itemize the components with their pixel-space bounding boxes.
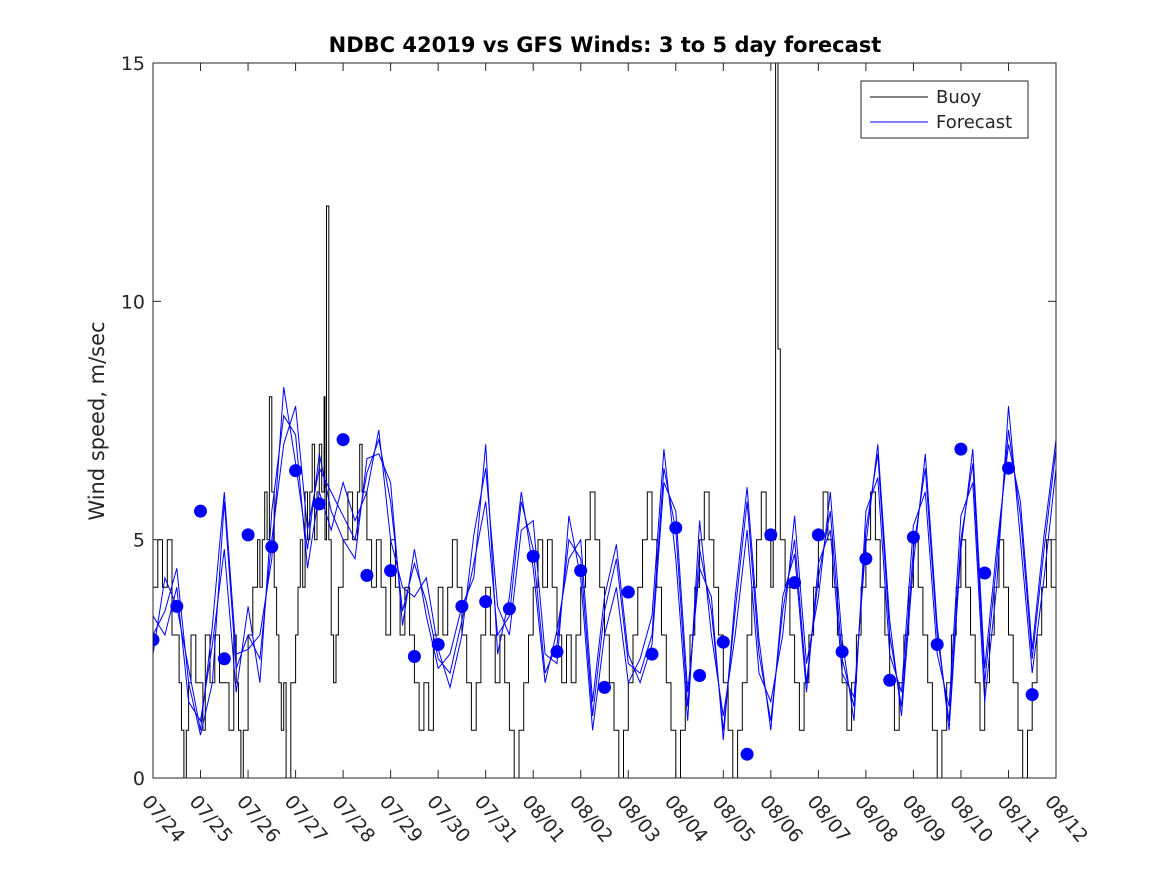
forecast-marker	[740, 747, 754, 761]
forecast-marker	[550, 645, 564, 659]
legend-buoy-label: Buoy	[936, 87, 982, 108]
forecast-marker	[289, 464, 303, 478]
legend: Buoy Forecast	[860, 80, 1029, 139]
forecast-marker	[170, 599, 184, 613]
forecast-marker	[598, 680, 611, 694]
forecast-marker	[312, 497, 326, 511]
x-tick-label: 08/02	[565, 791, 617, 847]
forecast-marker	[407, 650, 421, 663]
forecast-marker	[217, 652, 231, 666]
y-tick-label: 0	[133, 768, 145, 790]
forecast-marker	[978, 566, 992, 580]
forecast-marker	[859, 552, 873, 566]
forecast-marker	[1025, 688, 1039, 702]
forecast-marker	[906, 530, 920, 544]
x-tick-label: 08/09	[898, 791, 950, 847]
forecast-marker	[431, 638, 445, 651]
forecast-marker	[153, 633, 160, 647]
x-tick-label: 08/01	[517, 791, 569, 847]
forecast-marker	[502, 602, 516, 616]
forecast-marker	[693, 669, 707, 682]
x-tick-label: 07/28	[327, 791, 379, 847]
forecast-marker	[788, 576, 802, 590]
forecast-series-line-3	[153, 387, 1056, 740]
x-tick-label: 07/30	[422, 791, 474, 847]
forecast-marker	[336, 433, 350, 447]
forecast-marker	[265, 540, 279, 554]
x-tick-label: 07/26	[232, 791, 284, 847]
chart-title: NDBC 42019 vs GFS Winds: 3 to 5 day fore…	[329, 33, 882, 57]
forecast-marker	[526, 549, 540, 563]
legend-forecast-label: Forecast	[936, 112, 1012, 133]
forecast-series-line-1	[153, 406, 1056, 736]
x-tick-label: 08/07	[803, 791, 855, 847]
y-tick-label: 10	[121, 291, 145, 313]
x-tick-label: 07/27	[280, 791, 332, 847]
y-tick-label: 15	[121, 53, 145, 75]
x-tick-label: 08/12	[1040, 791, 1092, 847]
forecast-marker	[811, 528, 825, 542]
legend-box	[860, 80, 1029, 139]
forecast-marker	[669, 521, 683, 535]
x-tick-label: 08/11	[993, 791, 1045, 847]
forecast-marker	[1002, 461, 1015, 475]
x-tick-label: 07/24	[137, 791, 189, 847]
forecast-marker	[241, 528, 255, 542]
forecast-marker	[645, 647, 659, 661]
x-tick-label: 08/10	[945, 791, 997, 847]
x-tick-label: 08/06	[755, 791, 807, 847]
forecast-marker	[764, 528, 778, 542]
x-tick-label: 08/08	[850, 791, 902, 847]
forecast-marker	[716, 635, 730, 649]
forecast-marker	[384, 564, 398, 578]
forecast-marker	[479, 595, 493, 609]
forecast-marker	[883, 673, 897, 687]
x-tick-label: 08/05	[707, 791, 759, 847]
forecast-marker	[574, 564, 588, 578]
forecast-marker	[360, 568, 374, 582]
y-axis-label: Wind speed, m/sec	[85, 321, 109, 520]
forecast-marker	[455, 599, 469, 613]
y-tick-label: 5	[133, 530, 145, 552]
plot-frame	[152, 62, 1057, 779]
forecast-marker	[621, 585, 635, 599]
x-tick-label: 07/25	[185, 791, 237, 847]
x-tick-label: 08/04	[660, 791, 712, 847]
x-tick-label: 08/03	[612, 791, 664, 847]
forecast-marker	[954, 442, 968, 456]
x-tick-label: 07/31	[470, 791, 522, 847]
forecast-marker	[930, 638, 944, 651]
forecast-marker	[835, 645, 849, 659]
x-tick-label: 07/29	[375, 791, 427, 847]
forecast-marker	[194, 504, 207, 518]
